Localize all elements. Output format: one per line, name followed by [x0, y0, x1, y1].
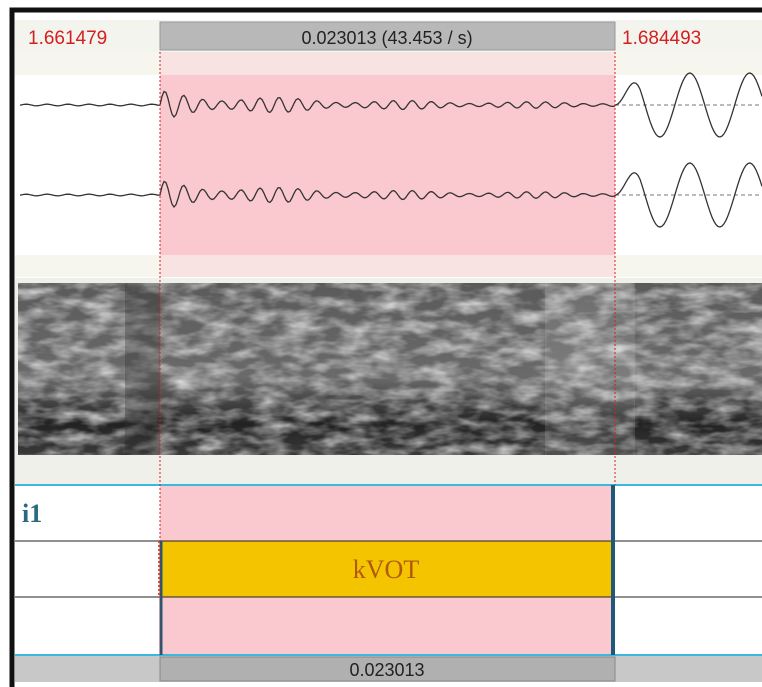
- interval-label: kVOT: [353, 555, 420, 584]
- selection-start: 1.661479: [28, 28, 107, 49]
- spectrogram-shade: [545, 283, 635, 455]
- gap: [15, 460, 762, 485]
- selection-end: 1.684493: [622, 28, 701, 49]
- footer-duration: 0.023013: [349, 660, 424, 680]
- tier-name: i1: [22, 499, 42, 528]
- selection-duration: 0.023013 (43.453 / s): [301, 28, 472, 48]
- page: {"selection": {"start": "1.661479", "dur…: [0, 0, 762, 687]
- spectrogram-shade: [125, 283, 160, 455]
- praat-editor: 1.661479 0.023013 (43.453 / s) 1.684493 …: [0, 0, 762, 687]
